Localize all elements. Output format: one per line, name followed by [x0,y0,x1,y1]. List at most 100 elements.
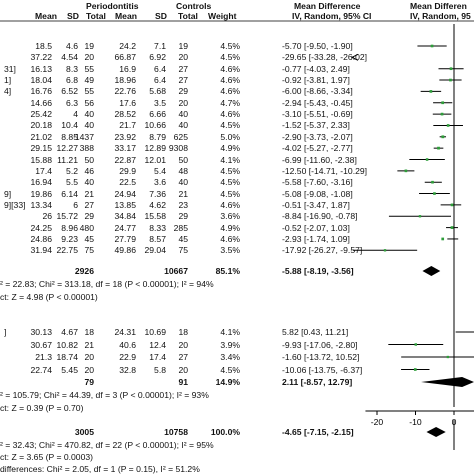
mean-1: 22.74 [30,364,52,375]
mean-2: 17.6 [119,97,136,108]
weight: 3.6% [220,211,240,222]
mean-difference-ci: -0.51 [-3.47, 1.87] [282,199,350,210]
mean-2: 22.76 [114,86,136,97]
mean-difference-ci: -0.52 [-2.07, 1.03] [282,222,350,233]
sd-2: 6.4 [154,63,166,74]
study-id: 1] [4,75,12,86]
mean-1: 16.13 [30,63,52,74]
study-point [413,368,417,371]
total-2: 9308 [168,143,188,154]
study-point [446,355,449,359]
mean-2: 24.31 [114,327,136,337]
total-1: 19 [84,41,94,51]
sd-2: 7.1 [154,41,166,51]
x-tick-label: 0 [452,417,457,427]
total-1: 20 [84,364,94,375]
mean-1: 29.15 [30,143,52,154]
overall-effect-2: ct: Z = 0.39 (P = 0.70) [0,403,84,413]
mean-difference-ci: -2.90 [-3.73, -2.07] [282,131,353,142]
subtotal-2-n1: 79 [84,377,94,387]
mean-difference-ci: -17.92 [-26.27, -9.57] [282,245,363,256]
total-2: 29 [178,211,188,222]
sd-1: 11.21 [57,154,78,165]
total-2: 21 [178,188,188,199]
weight: 3.5% [220,245,240,256]
subtotal-1-ci: -5.88 [-8.19, -3.56] [282,266,354,276]
total-n1: 3005 [74,427,94,437]
col-sd-2: SD [155,11,167,21]
sd-1: 6.52 [61,86,78,97]
total-1: 388 [79,143,94,154]
total-2: 27 [178,63,188,74]
sd-2: 8.79 [149,131,166,142]
mean-difference-ci: -12.50 [-14.71, -10.29] [282,165,368,176]
mean-difference-ci: -0.92 [-3.81, 1.97] [282,75,350,86]
total-1: 21 [84,339,94,350]
sd-2: 10.69 [144,327,166,337]
sd-2: 17.4 [149,352,166,362]
sd-2: 12.01 [144,154,166,165]
total-1: 56 [84,97,94,108]
sd-2: 3.6 [154,177,166,188]
total-2: 20 [178,97,188,108]
study-point [430,44,434,48]
mean-2: 22.9 [119,352,136,362]
weight: 4.5% [220,120,240,131]
total-2: 40 [178,109,188,120]
total-1: 27 [84,199,94,210]
total-2: 50 [178,154,188,165]
total-1: 18 [84,327,94,337]
plot-subheader: IV, Random, 95 [410,11,471,21]
col-total-1: Total [86,11,106,21]
sd-2: 7.36 [149,188,166,199]
mean-difference-ci: -6.00 [-8.66, -3.34] [282,86,353,97]
study-point [404,169,408,173]
sd-1: 9.23 [61,233,78,244]
sd-2: 12.89 [144,143,166,154]
study-point [440,112,444,116]
study-point [449,67,453,71]
study-point [418,215,422,218]
col-sd-1: SD [67,11,79,21]
study-point [425,158,429,161]
weight: 4.7% [220,97,240,108]
total-1: 480 [79,222,94,233]
total-2: 20 [178,364,188,375]
sd-2: 4.62 [149,199,166,210]
weight: 4.5% [220,41,240,51]
x-tick-label: -10 [409,417,422,427]
group1-header: Periodontitis [86,1,139,11]
total-1: 20 [84,352,94,362]
total-1: 55 [84,63,94,74]
study-point [429,90,433,93]
total-1: 1437 [74,131,94,142]
total-2: 40 [178,177,188,188]
mean-1: 14.66 [30,97,52,108]
weight: 4.5% [220,364,240,375]
sd-1: 6 [73,199,78,210]
total-n2: 10758 [164,427,188,437]
total-2: 29 [178,86,188,97]
overall-effect-total: ct: Z = 3.65 (P = 0.0003) [0,452,93,462]
sd-1: 5.5 [66,177,78,188]
weight: 4.1% [220,154,240,165]
total-1: 49 [84,75,94,86]
mean-2: 21.7 [119,120,136,131]
total-1: 20 [84,52,94,63]
mean-2: 40.6 [119,339,136,350]
sd-1: 6.3 [66,97,78,108]
mean-2: 24.2 [119,41,136,51]
mean-2: 23.92 [114,131,136,142]
total-2: 19 [178,41,188,51]
mean-1: 18.04 [30,75,52,86]
mean-1: 20.18 [30,120,52,131]
mean-difference-ci: -9.93 [-17.06, -2.80] [282,339,358,350]
heterogeneity-1: ² = 22.83; Chi² = 313.18, df = 18 (P < 0… [0,279,214,289]
col-weight: Weight [208,11,237,21]
mean-1: 21.3 [35,352,52,362]
total-1: 40 [84,120,94,131]
col-mean-1: Mean [35,11,57,21]
study-point [449,78,452,82]
sd-1: 5.2 [66,165,78,176]
subtotal-1-weight: 85.1% [215,266,240,276]
